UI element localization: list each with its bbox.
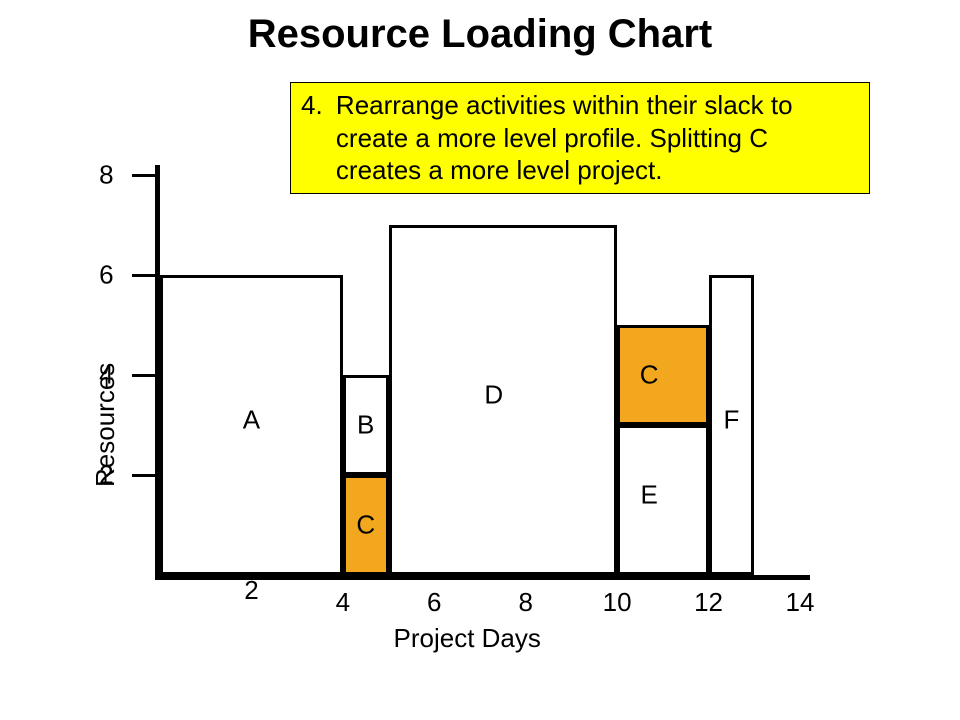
y-axis — [155, 165, 160, 580]
y-axis-label: Resources — [90, 363, 121, 487]
x-tick-label: 12 — [694, 587, 723, 618]
x-tick-label: 8 — [518, 587, 532, 618]
bar-C-upper — [617, 325, 708, 425]
y-tick — [132, 274, 155, 277]
resource-loading-plot: ACBDECF24682468101214Project DaysResourc… — [160, 175, 800, 575]
y-tick-label: 8 — [99, 160, 113, 191]
bar-label-B: B — [357, 410, 374, 441]
instruction-note-text: Rearrange activities within their slack … — [336, 89, 854, 187]
bar-label-C-lower: C — [356, 510, 375, 541]
x-tick-label: 4 — [336, 587, 350, 618]
x-axis-label: Project Days — [393, 623, 540, 654]
bar-label-C-upper: C — [640, 360, 659, 391]
y-tick — [132, 474, 155, 477]
chart-title-text: Resource Loading Chart — [248, 12, 713, 56]
bar-label-A: A — [243, 405, 260, 436]
chart-title: Resource Loading Chart — [0, 12, 960, 57]
bar-label-D: D — [484, 380, 503, 411]
bar-label-E: E — [640, 480, 657, 511]
x-tick-label: 2 — [244, 575, 258, 606]
y-tick — [132, 374, 155, 377]
bar-label-F: F — [723, 405, 739, 436]
x-tick-label: 6 — [427, 587, 441, 618]
x-tick-label: 10 — [603, 587, 632, 618]
x-tick-label: 14 — [786, 587, 815, 618]
instruction-note-number: 4. — [301, 89, 323, 122]
y-tick — [132, 174, 155, 177]
bar-E — [617, 425, 708, 575]
y-tick-label: 6 — [99, 260, 113, 291]
